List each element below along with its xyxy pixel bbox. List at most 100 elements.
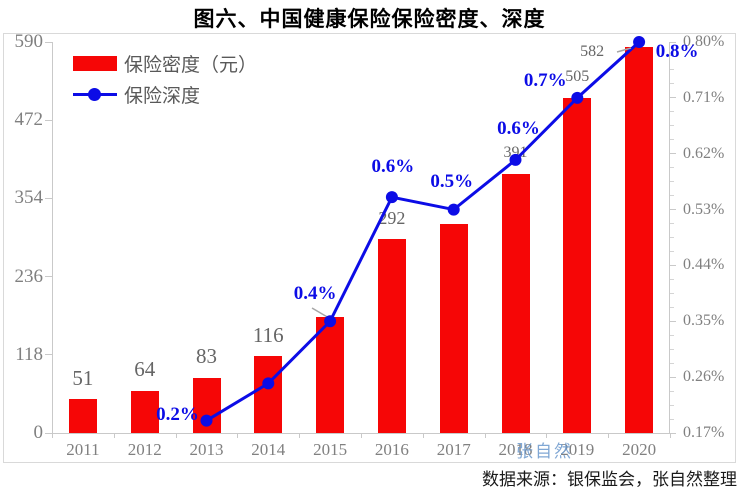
category-axis-tick xyxy=(113,434,115,438)
bar-2012 xyxy=(130,390,159,433)
right-axis-minor-tick xyxy=(670,348,674,350)
watermark: 张自然 xyxy=(516,442,573,461)
category-axis xyxy=(52,433,670,434)
legend-bar-swatch xyxy=(73,56,117,71)
x-axis-label-2012: 2012 xyxy=(127,440,162,459)
left-axis-tick xyxy=(45,119,52,121)
right-axis-tick xyxy=(670,432,676,434)
right-axis-minor-tick xyxy=(670,111,674,113)
left-axis-tick xyxy=(45,276,52,278)
left-axis-tick xyxy=(45,41,52,43)
bar-2020 xyxy=(625,47,654,433)
right-axis-tick-label: 0.71% xyxy=(683,88,725,106)
line-data-label-2019: 0.7% xyxy=(523,69,567,91)
left-axis-tick-label: 472 xyxy=(14,109,44,131)
chart-title: 图六、中国健康保险保险密度、深度 xyxy=(193,8,546,31)
right-axis-minor-tick xyxy=(670,250,674,252)
right-axis-minor-tick xyxy=(670,223,674,225)
line-data-label-2017: 0.5% xyxy=(430,170,474,192)
right-axis-minor-tick xyxy=(670,83,674,85)
category-axis-tick xyxy=(670,434,671,438)
depth-line-series xyxy=(200,36,646,427)
legend-item-depth: 保险深度 xyxy=(73,79,257,110)
legend-line-dot xyxy=(88,88,101,101)
right-axis-tick-label: 0.17% xyxy=(683,424,725,441)
chart-frame xyxy=(3,33,736,463)
category-axis-tick xyxy=(175,434,177,438)
category-axis-tick xyxy=(361,434,362,438)
left-axis-tick-label: 236 xyxy=(14,265,44,287)
left-axis-tick-label: 0 xyxy=(33,422,44,443)
line-data-label-2018: 0.6% xyxy=(497,117,540,139)
line-data-label-2013: 0.2% xyxy=(156,403,199,425)
x-axis-label-2011: 2011 xyxy=(66,440,100,459)
x-axis-label-2019: 2019 xyxy=(560,440,595,459)
right-axis-minor-tick xyxy=(670,181,674,183)
right-axis-minor-tick xyxy=(670,55,674,57)
bar-2014 xyxy=(254,356,283,433)
x-axis-label-2018: 2018 xyxy=(498,440,533,459)
bar-data-label-2012: 64 xyxy=(134,357,156,382)
right-axis-tick xyxy=(670,376,676,378)
legend-label-depth: 保险深度 xyxy=(124,86,201,107)
right-axis-minor-tick xyxy=(670,167,674,169)
bar-data-label-2019: 505 xyxy=(565,68,590,86)
right-axis-minor-tick xyxy=(670,292,674,294)
left-axis-tick-label: 354 xyxy=(14,187,44,209)
x-axis-label-2013: 2013 xyxy=(189,440,224,459)
right-axis-tick-label: 0.80% xyxy=(683,33,725,50)
x-axis-label-2020: 2020 xyxy=(622,440,657,459)
right-axis-tick xyxy=(670,97,676,99)
right-axis-minor-tick xyxy=(670,69,674,71)
right-axis-minor-tick xyxy=(670,306,674,308)
right-axis-minor-tick xyxy=(670,418,674,420)
right-axis-minor-tick xyxy=(670,404,674,406)
bar-2015 xyxy=(316,317,345,433)
bar-2011 xyxy=(68,399,97,433)
category-axis-tick xyxy=(299,434,301,438)
x-axis-label-2015: 2015 xyxy=(313,440,348,459)
right-axis-tick-label: 0.44% xyxy=(683,256,725,274)
right-axis-minor-tick xyxy=(670,125,674,127)
bar-data-label-2013: 83 xyxy=(196,344,217,369)
x-axis-label-2014: 2014 xyxy=(251,440,286,459)
legend-item-density: 保险密度（元） xyxy=(73,48,257,79)
source-note: 数据来源：银保监会，张自然整理 xyxy=(482,470,737,489)
bar-2016 xyxy=(377,239,406,433)
x-axis-label-2017: 2017 xyxy=(436,440,471,459)
right-axis-tick xyxy=(670,320,676,322)
line-data-label-2016: 0.6% xyxy=(371,156,415,178)
right-axis-minor-tick xyxy=(670,237,674,238)
right-axis-tick-label: 0.53% xyxy=(683,200,725,218)
legend-label-density: 保险密度（元） xyxy=(124,55,258,76)
legend: 保险密度（元） 保险深度 xyxy=(73,48,257,110)
bar-data-label-2011: 51 xyxy=(72,365,94,390)
right-axis-tick-label: 0.26% xyxy=(683,368,725,386)
bar-2019 xyxy=(563,98,592,433)
category-axis-tick xyxy=(52,434,53,438)
bar-data-label-2014: 116 xyxy=(252,322,284,347)
line-data-label-2015: 0.4% xyxy=(293,283,337,305)
left-axis-tick xyxy=(45,197,52,199)
right-axis-tick-label: 0.35% xyxy=(683,312,725,330)
left-axis-tick-label: 118 xyxy=(15,343,43,365)
right-axis-tick xyxy=(670,264,676,266)
right-axis-tick xyxy=(670,153,676,155)
right-axis-minor-tick xyxy=(670,195,674,197)
right-axis-tick xyxy=(670,209,676,211)
left-axis-tick-label: 590 xyxy=(14,31,44,52)
bar-2017 xyxy=(439,223,468,433)
right-axis-tick-label: 0.62% xyxy=(683,144,725,162)
bar-data-label-2020: 582 xyxy=(580,43,605,61)
right-value-axis xyxy=(669,42,670,433)
bar-2018 xyxy=(501,173,530,433)
left-axis-tick xyxy=(45,354,52,356)
left-axis-tick xyxy=(45,432,52,434)
x-axis-label-2016: 2016 xyxy=(374,440,409,459)
bar-data-label-2018: 391 xyxy=(503,143,528,161)
right-axis-minor-tick xyxy=(670,139,674,141)
category-axis-tick xyxy=(237,434,239,438)
right-axis-minor-tick xyxy=(670,362,674,364)
legend-line-swatch xyxy=(73,88,117,101)
